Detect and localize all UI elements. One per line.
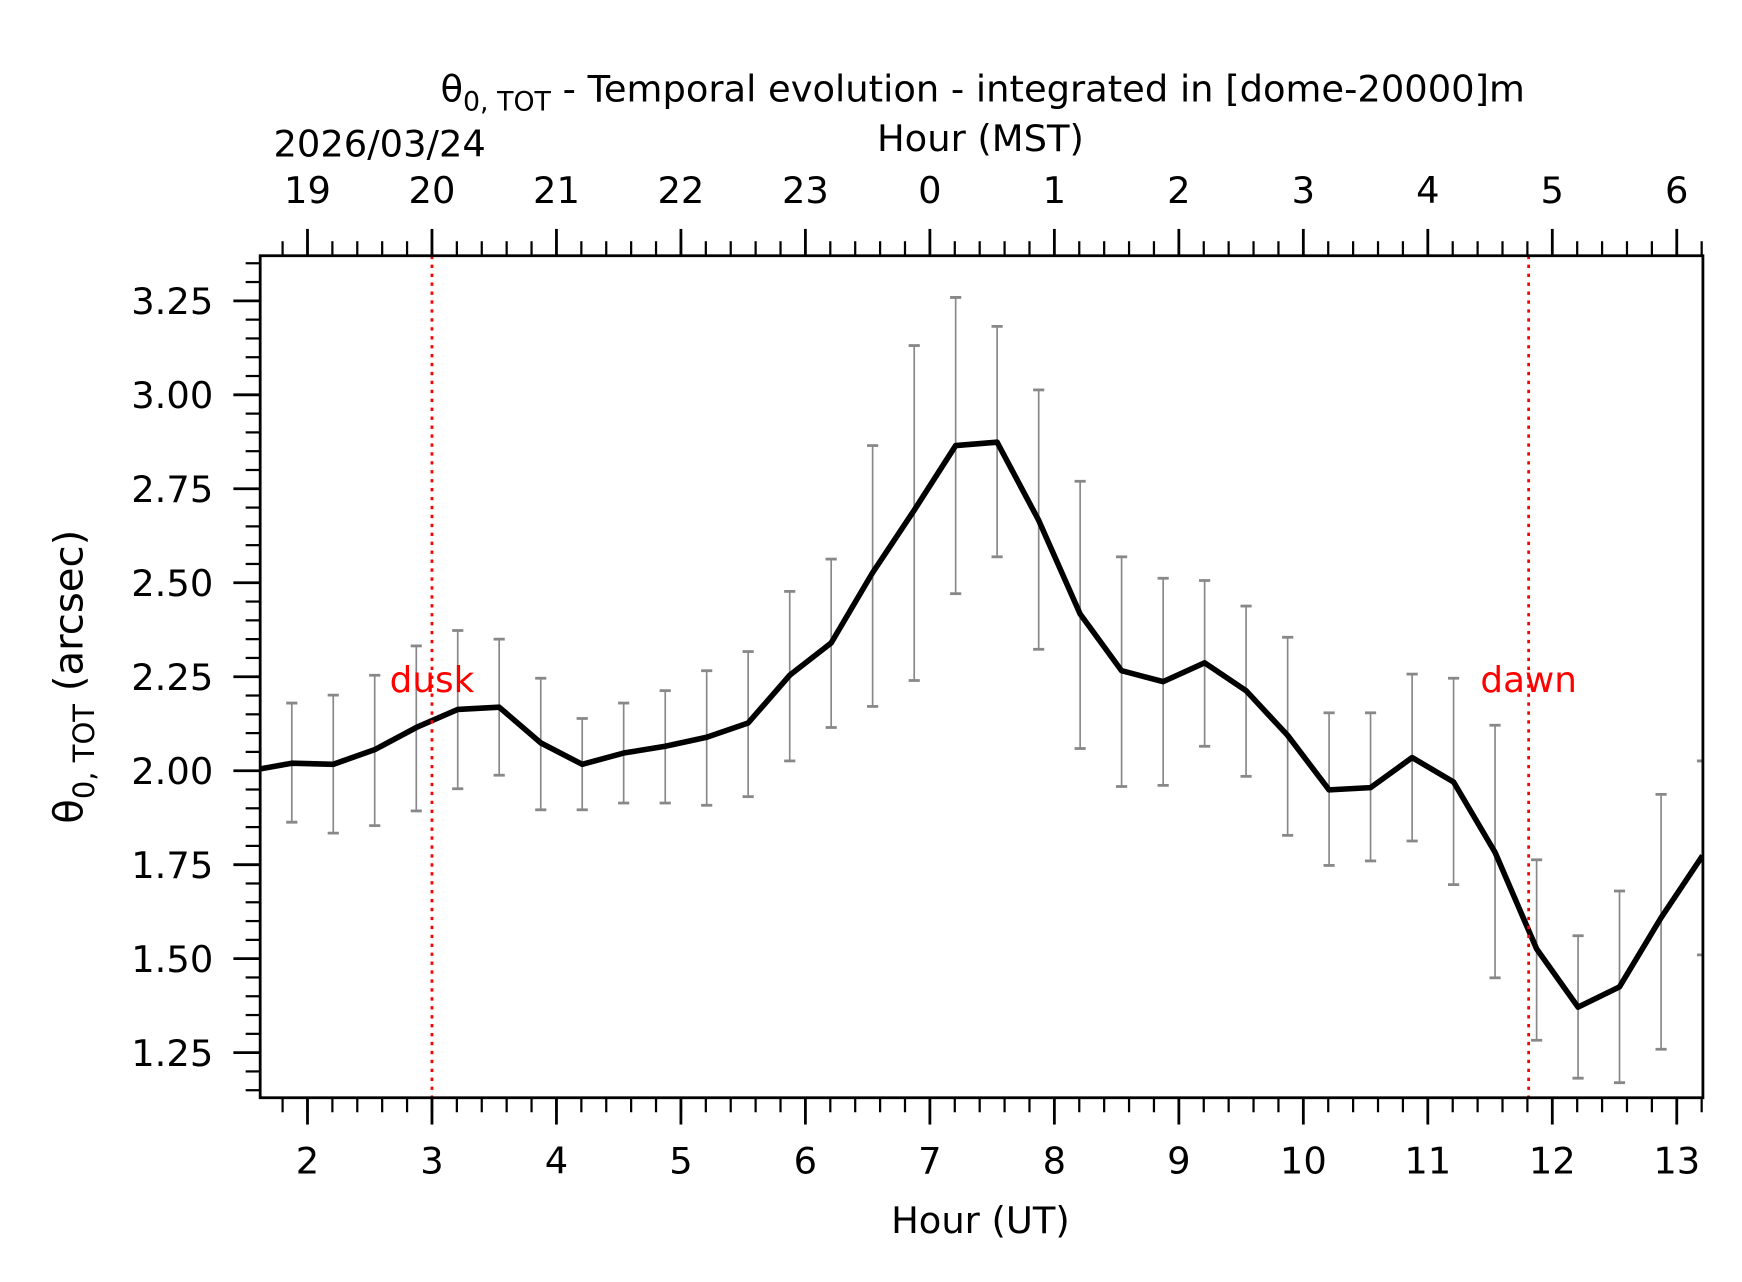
y-tick-label: 3.25 [131,280,213,323]
y-tick-label: 3.00 [131,374,213,417]
y-tick-label: 2.25 [131,656,213,699]
x-tick-label: 8 [1043,1140,1066,1183]
x2-tick-label: 0 [918,169,941,212]
x-tick-label: 2 [296,1140,319,1183]
x-tick-label: 4 [545,1140,568,1183]
x-axis-label: Hour (UT) [891,1199,1070,1242]
x2-tick-label: 22 [657,169,704,212]
x2-axis-label: Hour (MST) [877,117,1084,160]
x2-tick-label: 23 [782,169,829,212]
annotation-label: dusk [390,660,475,701]
x-tick-label: 10 [1280,1140,1327,1183]
x2-tick-label: 19 [284,169,331,212]
y-tick-label: 2.50 [131,562,213,605]
annotation-label: dawn [1480,660,1576,701]
y-tick-label: 1.75 [131,844,213,887]
x2-tick-label: 2 [1167,169,1190,212]
y-tick-label: 1.25 [131,1032,213,1075]
date-label: 2026/03/24 [273,122,485,165]
chart-title: θ0, TOT - Temporal evolution - integrate… [440,68,1524,118]
x-tick-label: 6 [794,1140,817,1183]
y-tick-label: 2.75 [131,468,213,511]
x-tick-label: 7 [918,1140,941,1183]
x-tick-label: 5 [669,1140,692,1183]
plot-frame [258,254,1705,1100]
x-tick-label: 11 [1404,1140,1451,1183]
x-tick-label: 13 [1653,1140,1700,1183]
x2-tick-label: 20 [409,169,456,212]
x2-tick-label: 5 [1541,169,1564,212]
x2-tick-label: 21 [533,169,580,212]
y-axis-label: θ0, TOT (arcsec) [47,530,101,824]
x-tick-label: 12 [1529,1140,1576,1183]
series-line [260,439,1703,1010]
x2-tick-label: 3 [1292,169,1315,212]
x2-tick-label: 1 [1043,169,1066,212]
x2-tick-label: 6 [1665,169,1688,212]
x-tick-label: 9 [1167,1140,1190,1183]
x-tick-label: 3 [420,1140,443,1183]
x2-tick-label: 4 [1416,169,1439,212]
y-tick-label: 1.50 [131,938,213,981]
y-tick-label: 2.00 [131,750,213,793]
